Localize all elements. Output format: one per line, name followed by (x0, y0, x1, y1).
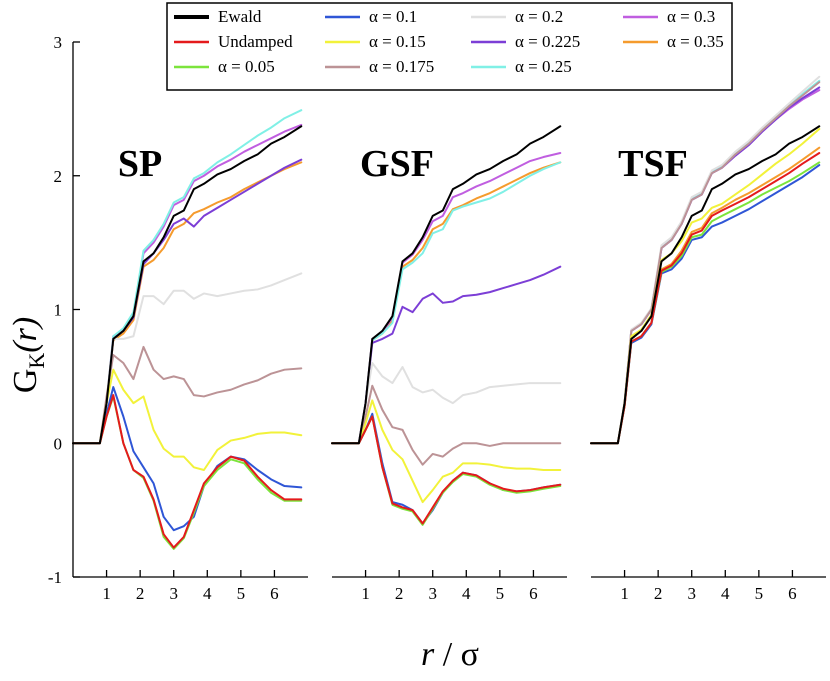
series-line--0-25 (72, 109, 303, 445)
series-line--0-175 (72, 345, 303, 445)
y-tick-label: 2 (54, 167, 63, 186)
legend-item: α = 0.35 (623, 32, 724, 51)
x-tick-label: 3 (428, 584, 437, 603)
panel-label: SP (118, 143, 162, 185)
y-tick-label: -1 (48, 568, 62, 587)
legend-label: Ewald (218, 7, 262, 26)
legend-label: α = 0.05 (218, 57, 275, 76)
legend-label: α = 0.225 (515, 32, 580, 51)
panel-tsf: 1 2 3 4 5 6 TSF (590, 75, 826, 603)
x-tick-label: 6 (788, 584, 797, 603)
legend-label: α = 0.15 (369, 32, 426, 51)
legend-item: α = 0.175 (325, 57, 434, 76)
series-line--0-1 (72, 386, 303, 532)
legend-item: Undamped (174, 32, 293, 51)
x-tick-label: 3 (169, 584, 178, 603)
series-line--0-2 (590, 75, 821, 445)
panel-label: TSF (618, 143, 688, 185)
x-tick-label: 2 (395, 584, 404, 603)
series-line--0-225 (331, 265, 562, 445)
x-tick-label: 4 (721, 584, 730, 603)
series-line--0-15 (590, 127, 821, 445)
legend-label: α = 0.25 (515, 57, 572, 76)
x-axis-title: r / σ (421, 636, 479, 673)
legend-label: α = 0.175 (369, 57, 434, 76)
x-tick-label: 1 (620, 584, 629, 603)
series-line--0-175 (590, 81, 821, 445)
series-line--0-25 (331, 161, 562, 445)
x-tick-label: 3 (687, 584, 696, 603)
legend: Ewald Undamped α = 0.05 α = 0.1 α = 0.15 α = … (166, 2, 733, 91)
x-tick-label: 6 (529, 584, 538, 603)
series-line--0-15 (72, 368, 303, 471)
series-line-undamped (331, 415, 562, 525)
x-tick-label: 5 (496, 584, 505, 603)
series-line-ewald (72, 125, 303, 445)
plot-panels: 1 2 3 4 5 6 SP 1 2 3 4 5 6 GSF 1 2 3 4 5 6 TSF (72, 75, 826, 603)
series-line--0-2 (72, 272, 303, 445)
series-line--0-1 (590, 164, 821, 445)
series-line-undamped (590, 152, 821, 445)
x-tick-label: 5 (237, 584, 246, 603)
y-axis-title: GK(r) (7, 317, 49, 393)
legend-label: α = 0.2 (515, 7, 563, 26)
x-tick-label: 2 (654, 584, 663, 603)
x-tick-label: 1 (361, 584, 370, 603)
y-tick-label: 3 (54, 33, 63, 52)
x-tick-label: 1 (102, 584, 111, 603)
legend-item: α = 0.2 (471, 7, 563, 26)
legend-label: Undamped (218, 32, 293, 51)
series-line--0-175 (331, 384, 562, 466)
series-line-undamped (72, 394, 303, 549)
x-tick-label: 4 (203, 584, 212, 603)
series-line--0-05 (331, 415, 562, 526)
panel-sp: 1 2 3 4 5 6 SP (72, 109, 308, 603)
legend-item: Ewald (174, 7, 262, 26)
series-line-ewald (590, 125, 821, 445)
y-tick-label: 0 (54, 434, 63, 453)
x-tick-label: 5 (755, 584, 764, 603)
legend-label: α = 0.1 (369, 7, 417, 26)
series-line--0-15 (331, 399, 562, 504)
x-tick-label: 4 (462, 584, 471, 603)
panel-gsf: 1 2 3 4 5 6 GSF (331, 125, 567, 603)
legend-item: α = 0.1 (325, 7, 417, 26)
legend-label: α = 0.35 (667, 32, 724, 51)
series-line-ewald (331, 125, 562, 445)
x-tick-label: 6 (270, 584, 279, 603)
y-axis: -1 0 1 2 3 (48, 33, 80, 587)
panel-label: GSF (360, 143, 434, 185)
legend-item: α = 0.05 (174, 57, 275, 76)
x-tick-label: 2 (136, 584, 145, 603)
legend-item: α = 0.3 (623, 7, 715, 26)
series-line--0-2 (331, 362, 562, 445)
y-tick-label: 1 (54, 301, 63, 320)
legend-label: α = 0.3 (667, 7, 715, 26)
legend-item: α = 0.25 (471, 57, 572, 76)
legend-item: α = 0.15 (325, 32, 426, 51)
legend-item: α = 0.225 (471, 32, 580, 51)
